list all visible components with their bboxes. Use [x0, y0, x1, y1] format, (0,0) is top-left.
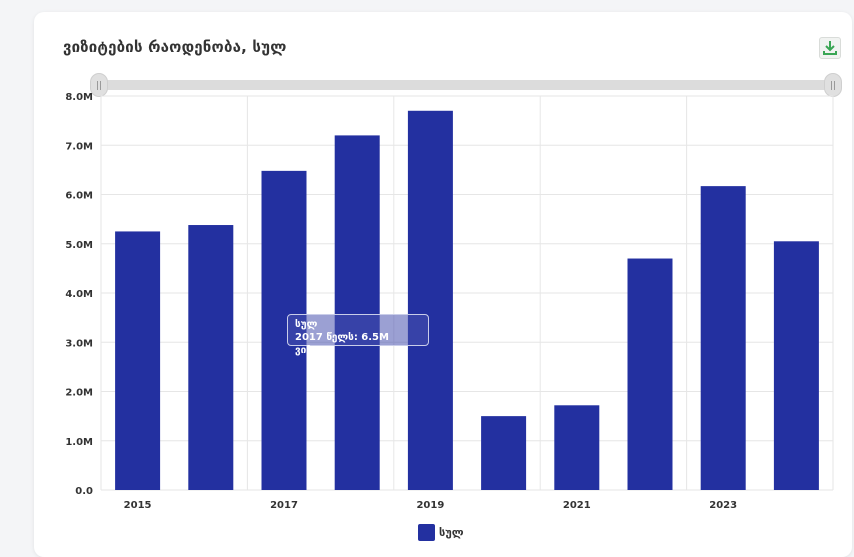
chart-tooltip: სულ 2017 წელს: 6.5M ვიზიტი — [287, 314, 429, 356]
x-tick-label: 2023 — [709, 500, 737, 511]
y-tick-label: 5.0M — [65, 240, 93, 251]
legend[interactable]: სულ — [418, 523, 464, 541]
bar-2024[interactable] — [773, 241, 819, 490]
chart-title: ვიზიტების რაოდენობა, სულ — [63, 38, 287, 56]
bar-2018[interactable] — [334, 135, 380, 490]
download-icon — [823, 41, 837, 55]
bar-2016[interactable] — [188, 225, 234, 490]
y-tick-label: 8.0M — [65, 92, 93, 103]
download-button[interactable] — [819, 37, 841, 59]
y-tick-label: 6.0M — [65, 191, 93, 202]
legend-swatch — [418, 523, 435, 541]
y-tick-label: 3.0M — [65, 338, 93, 349]
y-tick-label: 1.0M — [65, 437, 93, 448]
range-slider-right-handle[interactable] — [824, 73, 842, 97]
bar-2015[interactable] — [115, 231, 161, 490]
bar-2023[interactable] — [700, 186, 746, 490]
x-tick-label: 2021 — [563, 500, 591, 511]
y-tick-label: 7.0M — [65, 141, 93, 152]
x-tick-label: 2015 — [124, 500, 152, 511]
legend-label: სულ — [439, 525, 464, 539]
y-tick-label: 4.0M — [65, 289, 93, 300]
range-slider-left-handle[interactable] — [90, 73, 108, 97]
range-slider-track[interactable] — [96, 80, 836, 90]
tooltip-text: 2017 წელს: 6.5M ვიზიტი — [295, 332, 389, 356]
x-tick-label: 2017 — [270, 500, 298, 511]
bar-2021[interactable] — [554, 405, 600, 490]
bar-2022[interactable] — [627, 258, 673, 490]
y-tick-label: 2.0M — [65, 388, 93, 399]
y-tick-label: 0.0 — [75, 486, 93, 497]
bar-2020[interactable] — [481, 416, 527, 490]
x-tick-label: 2019 — [416, 500, 444, 511]
bar-2019[interactable] — [407, 110, 453, 491]
tooltip-series: სულ — [295, 319, 318, 330]
